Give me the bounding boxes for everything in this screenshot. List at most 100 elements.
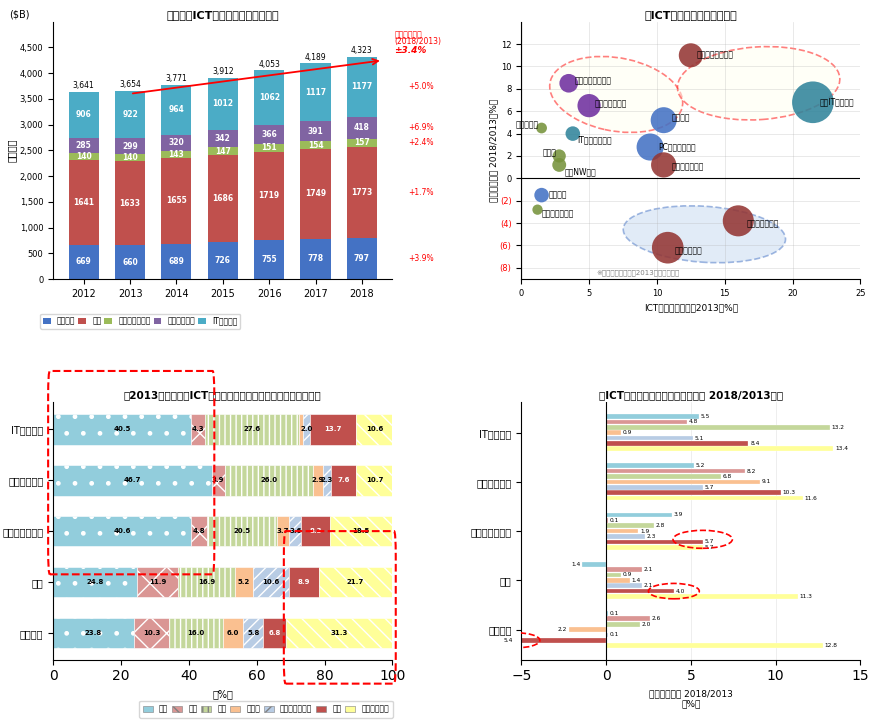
Text: 1062: 1062 xyxy=(259,94,279,102)
Text: 3,912: 3,912 xyxy=(212,67,233,76)
Bar xyxy=(161,158,191,244)
Bar xyxy=(288,567,318,597)
Bar xyxy=(605,469,744,473)
Text: 154: 154 xyxy=(307,141,323,149)
Bar xyxy=(68,244,98,279)
Ellipse shape xyxy=(677,46,839,120)
Text: 922: 922 xyxy=(122,110,138,119)
Text: 11.6: 11.6 xyxy=(804,496,816,500)
Bar xyxy=(605,539,702,544)
Text: 5.7: 5.7 xyxy=(703,539,713,544)
Bar xyxy=(514,638,605,642)
Bar xyxy=(605,513,672,518)
Text: 5.5: 5.5 xyxy=(700,414,710,419)
Bar xyxy=(568,627,605,632)
Bar xyxy=(68,160,98,244)
Bar xyxy=(161,135,191,151)
Point xyxy=(730,215,744,227)
Text: 4.3: 4.3 xyxy=(191,426,204,432)
Text: 797: 797 xyxy=(354,254,369,263)
Text: 2.2: 2.2 xyxy=(557,627,566,632)
Bar xyxy=(207,78,237,130)
Bar xyxy=(605,496,802,500)
Bar xyxy=(605,633,607,637)
Bar xyxy=(212,465,224,495)
Text: 移動体（データ）: 移動体（データ） xyxy=(696,51,733,59)
Bar xyxy=(330,516,392,547)
Bar xyxy=(224,465,313,495)
Bar xyxy=(207,516,276,547)
Bar xyxy=(605,578,629,583)
Text: 1117: 1117 xyxy=(305,88,326,96)
Text: 0.1: 0.1 xyxy=(609,632,618,637)
Text: 1177: 1177 xyxy=(351,83,372,91)
Bar xyxy=(605,545,702,550)
Bar xyxy=(300,121,330,141)
Bar xyxy=(300,239,330,279)
Text: 147: 147 xyxy=(214,146,230,156)
Text: 778: 778 xyxy=(307,254,323,263)
Text: 755: 755 xyxy=(261,255,276,264)
Text: 669: 669 xyxy=(75,257,91,266)
Bar xyxy=(300,149,330,239)
Text: 4.8: 4.8 xyxy=(688,420,697,424)
Text: 2.3: 2.3 xyxy=(646,534,656,539)
Text: 企業ITサービス: 企業ITサービス xyxy=(819,98,853,107)
Text: 1012: 1012 xyxy=(212,99,233,108)
Bar xyxy=(605,441,748,446)
Text: 移動体（音声）: 移動体（音声） xyxy=(746,220,778,228)
Bar xyxy=(346,138,377,146)
Text: 0.1: 0.1 xyxy=(609,611,618,616)
Text: 151: 151 xyxy=(261,144,276,152)
Text: +6.9%: +6.9% xyxy=(408,123,433,133)
Bar xyxy=(605,479,759,484)
Text: 26.0: 26.0 xyxy=(260,477,277,484)
Bar xyxy=(115,138,145,154)
Text: 140: 140 xyxy=(122,153,138,162)
Bar xyxy=(318,567,392,597)
X-axis label: 年平均成長率 2018/2013
（%）: 年平均成長率 2018/2013 （%） xyxy=(649,689,732,708)
Bar xyxy=(309,414,356,444)
Text: 143: 143 xyxy=(168,150,184,160)
Text: 6.0: 6.0 xyxy=(227,630,239,636)
Text: 391: 391 xyxy=(307,126,323,136)
Text: 964: 964 xyxy=(168,105,184,115)
Text: 906: 906 xyxy=(75,110,91,120)
Bar xyxy=(253,152,284,240)
Text: 157: 157 xyxy=(354,138,369,147)
Text: 企業NW機器: 企業NW機器 xyxy=(564,167,595,176)
Text: PC・タブレット: PC・タブレット xyxy=(657,143,696,152)
Bar xyxy=(605,463,694,468)
Bar xyxy=(356,414,392,444)
Point xyxy=(642,141,657,153)
Bar xyxy=(330,465,356,495)
Text: 12.8: 12.8 xyxy=(824,643,837,648)
Text: 10.3: 10.3 xyxy=(781,490,795,495)
Bar xyxy=(68,138,98,153)
Text: 2.3: 2.3 xyxy=(320,477,332,484)
Bar xyxy=(253,144,284,152)
Text: 366: 366 xyxy=(261,130,276,139)
Text: 8.3: 8.3 xyxy=(309,528,322,534)
Point xyxy=(656,115,670,126)
Bar xyxy=(115,154,145,161)
Text: 320: 320 xyxy=(168,138,184,147)
Bar xyxy=(605,474,720,479)
Bar xyxy=(115,91,145,138)
Text: 3.9: 3.9 xyxy=(673,513,682,518)
Text: 企業アプリソフト: 企業アプリソフト xyxy=(573,77,610,86)
Text: 40.5: 40.5 xyxy=(113,426,130,432)
Text: 3.7: 3.7 xyxy=(276,528,289,534)
Text: 18.5: 18.5 xyxy=(352,528,369,534)
Text: 4.8: 4.8 xyxy=(192,528,206,534)
Text: 31.3: 31.3 xyxy=(330,630,347,636)
Bar xyxy=(253,70,284,125)
Point xyxy=(551,159,565,170)
Bar xyxy=(605,594,797,599)
Bar xyxy=(207,130,237,147)
Bar xyxy=(605,420,687,424)
Bar xyxy=(207,147,237,155)
Legend: デバイス, 通信, データセンター, ソフトウェア, ITサービス: デバイス, 通信, データセンター, ソフトウェア, ITサービス xyxy=(40,314,240,329)
Bar xyxy=(303,414,309,444)
Bar xyxy=(68,91,98,138)
